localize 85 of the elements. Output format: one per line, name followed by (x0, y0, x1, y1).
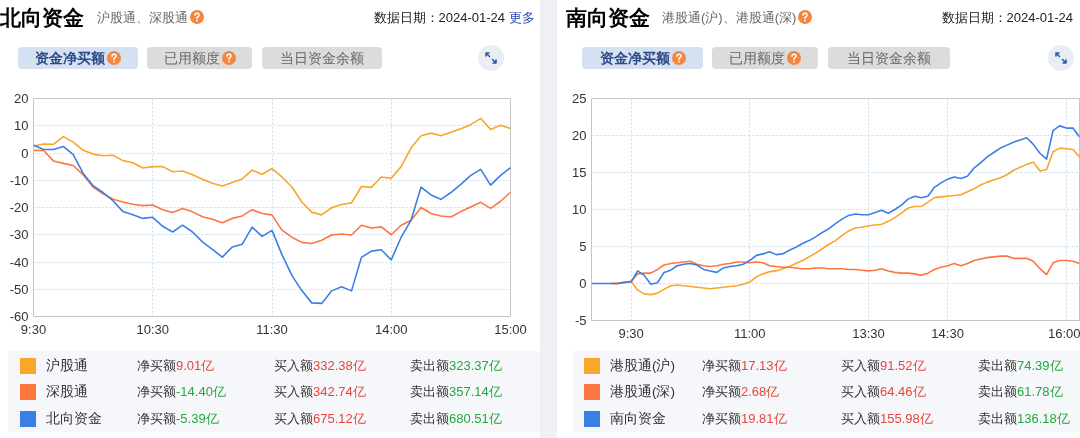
text: 净买额 (702, 384, 741, 399)
line-series (591, 125, 1080, 286)
legend-label: 南向资金 (610, 410, 666, 428)
x-tick-label: 10:30 (136, 321, 170, 337)
chart-title: 北向资金 (0, 5, 84, 31)
text: 买入额 (841, 384, 880, 399)
legend-label: 沪股通 (46, 357, 88, 375)
text: 332.38亿 (313, 358, 366, 373)
y-tick-label: 20 (14, 91, 29, 106)
text: 买入额 (274, 384, 313, 399)
text: -14.40亿 (176, 384, 226, 399)
text: 卖出额 (978, 411, 1017, 426)
line-series (33, 144, 511, 305)
line-series (33, 117, 511, 216)
line-series (33, 149, 511, 245)
y-tick-label: -50 (9, 281, 29, 297)
text: 卖出额 (978, 384, 1017, 399)
x-tick-label: 9:30 (618, 325, 644, 341)
text: 9.01亿 (176, 358, 215, 373)
text: 当日资金余额 (262, 47, 382, 69)
text: 买入额 (274, 358, 313, 373)
y-tick-label: -60 (9, 309, 29, 324)
text: 卖出额 (410, 411, 449, 426)
x-tick-label: 11:30 (256, 321, 288, 337)
text: 数据日期：2024-01-24 (373, 10, 505, 25)
text: 64.46亿 (880, 384, 926, 399)
y-tick-label: 20 (572, 128, 587, 143)
y-tick-label: 15 (572, 165, 587, 180)
legend-label: 港股通(沪) (610, 357, 675, 375)
text: 91.52亿 (880, 358, 926, 373)
y-tick-label: -30 (9, 227, 29, 243)
text: 净买额 (137, 384, 176, 399)
x-tick-label: 14:00 (374, 321, 408, 337)
text: 74.39亿 (1017, 358, 1063, 373)
text: 675.12亿 (313, 411, 366, 426)
y-tick-label: -10 (9, 172, 29, 188)
text: 342.74亿 (313, 384, 366, 399)
legend-label: 港股通(深) (610, 383, 675, 401)
text: 资金净买额 (18, 47, 138, 69)
text: 净买额 (137, 358, 176, 373)
x-tick-label: 16:00 (1047, 325, 1080, 341)
legend-label: 深股通 (46, 383, 88, 401)
text: 当日资金余额 (828, 47, 950, 69)
text: 680.51亿 (449, 411, 502, 426)
y-tick-label: 0 (21, 145, 29, 161)
text: 净买额 (702, 411, 741, 426)
text: -5.39亿 (176, 411, 219, 426)
text: 136.18亿 (1017, 411, 1070, 426)
text: 买入额 (841, 358, 880, 373)
text: 买入额 (841, 411, 880, 426)
legend-label: 北向资金 (46, 410, 102, 428)
text: 2.68亿 (741, 384, 780, 399)
text: 19.81亿 (741, 411, 787, 426)
x-tick-label: 9:30 (20, 321, 47, 337)
x-tick-label: 15:00 (494, 321, 527, 337)
x-tick-label: 13:30 (852, 325, 885, 341)
chart-subtitle: 港股通(沪)、港股通(深) (662, 9, 798, 27)
text: 61.78亿 (1017, 384, 1063, 399)
text: 资金净买额 (582, 47, 703, 69)
text: 卖出额 (410, 358, 449, 373)
y-tick-label: 25 (572, 91, 587, 106)
chart-subtitle: 沪股通、深股通 (97, 9, 189, 27)
text: 323.37亿 (449, 358, 502, 373)
text: 已用额度 (147, 47, 252, 69)
text: 155.98亿 (880, 411, 933, 426)
y-tick-label: 10 (572, 202, 587, 217)
text: 已用额度 (712, 47, 818, 69)
y-tick-label: -40 (9, 254, 29, 270)
y-tick-label: 10 (14, 118, 29, 134)
y-tick-label: -20 (9, 200, 29, 215)
text: 数据日期：2024-01-24 (941, 9, 1073, 27)
text: 更多 (509, 10, 535, 25)
x-tick-label: 14:30 (931, 325, 964, 341)
x-tick-label: 11:00 (733, 325, 766, 341)
y-tick-label: -5 (574, 313, 587, 328)
chart-title: 南向资金 (566, 5, 650, 31)
text: 卖出额 (410, 384, 449, 399)
text: 17.13亿 (741, 358, 787, 373)
y-tick-label: 5 (579, 239, 587, 254)
text: 净买额 (137, 411, 176, 426)
text: 买入额 (274, 411, 313, 426)
text: 357.14亿 (449, 384, 502, 399)
y-tick-label: 0 (579, 276, 587, 291)
text: 净买额 (702, 358, 741, 373)
text: 卖出额 (978, 358, 1017, 373)
